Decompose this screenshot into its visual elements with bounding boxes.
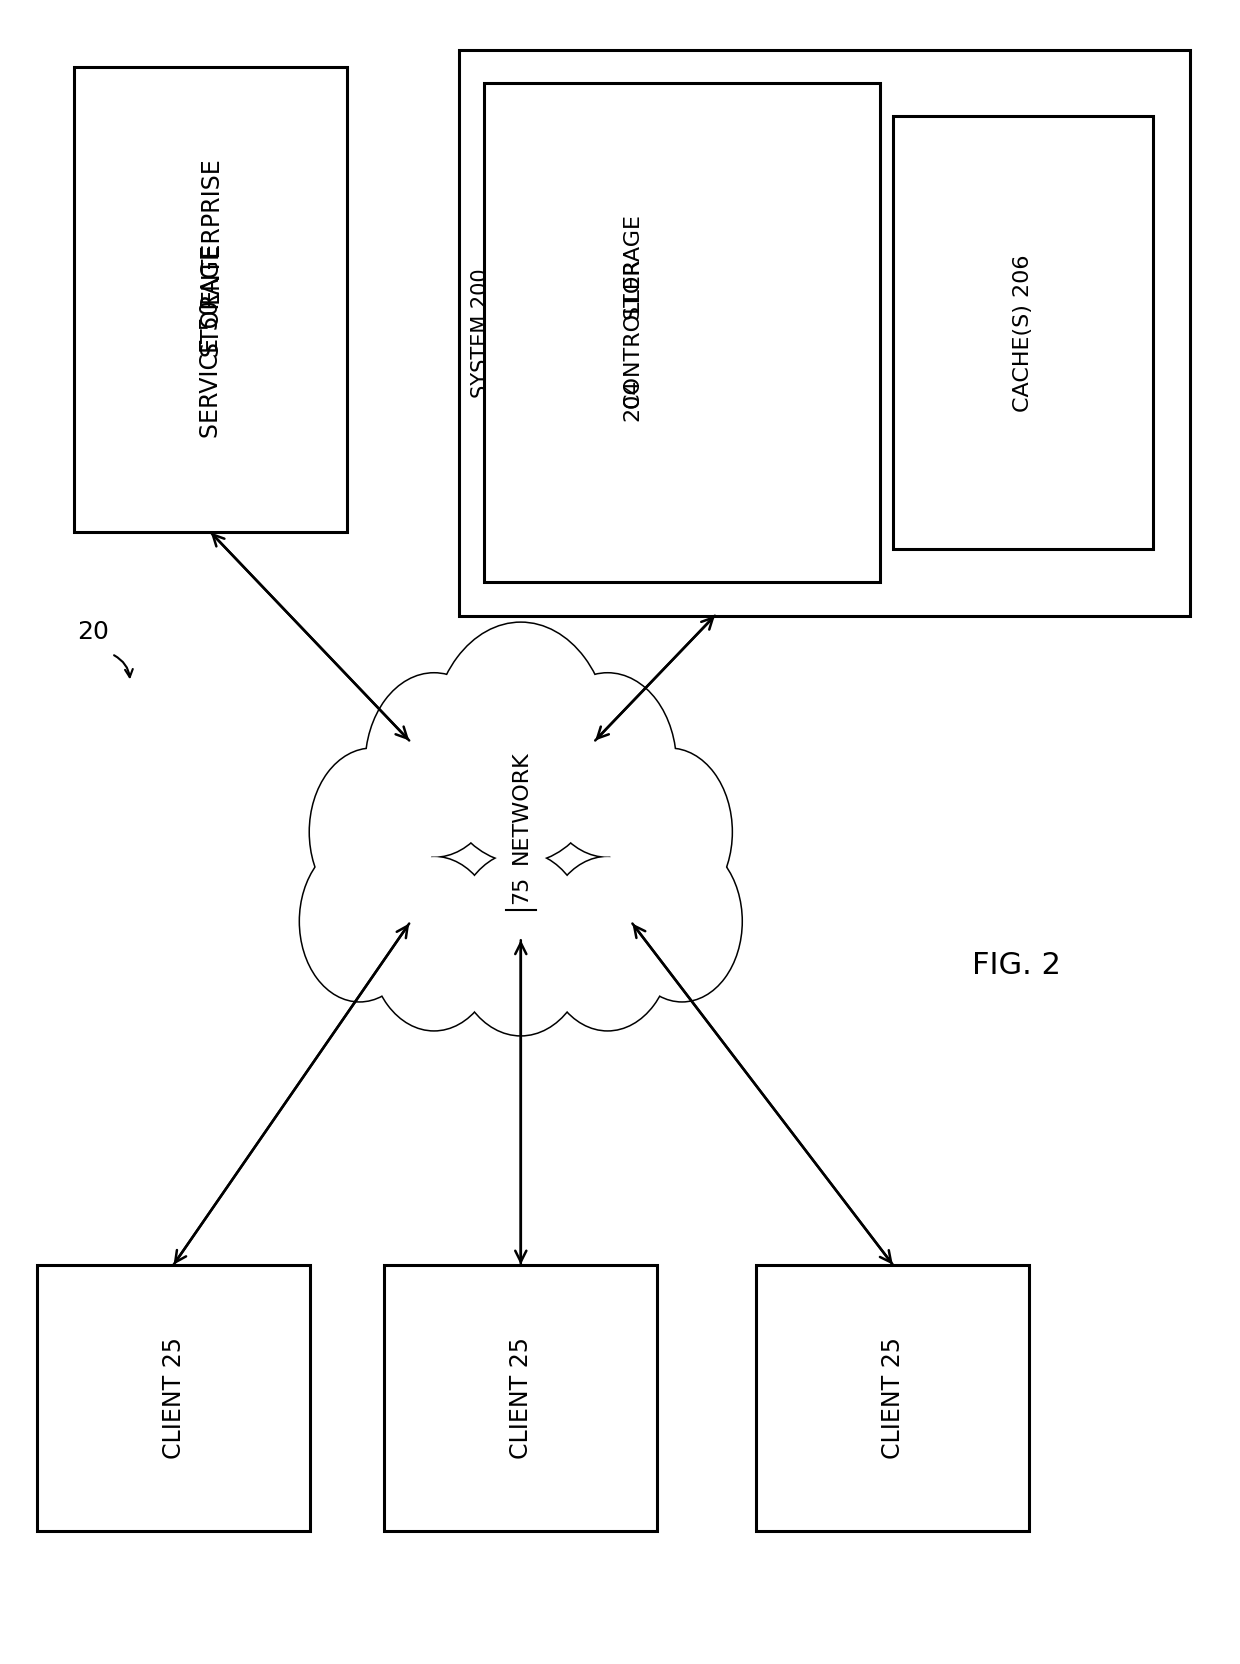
Text: CACHE(S) 206: CACHE(S) 206 bbox=[1013, 255, 1033, 411]
Circle shape bbox=[436, 631, 605, 855]
FancyArrowPatch shape bbox=[114, 656, 133, 677]
Bar bbox=[459, 50, 1190, 616]
Bar bbox=[37, 1265, 310, 1531]
Text: 75: 75 bbox=[511, 875, 531, 905]
Text: 204: 204 bbox=[622, 378, 642, 421]
Circle shape bbox=[543, 857, 672, 1030]
Circle shape bbox=[373, 862, 495, 1025]
Circle shape bbox=[300, 842, 419, 1002]
Bar bbox=[384, 1265, 657, 1531]
Circle shape bbox=[370, 679, 498, 850]
Text: CLIENT 25: CLIENT 25 bbox=[508, 1336, 533, 1459]
Circle shape bbox=[547, 862, 668, 1025]
Text: CLIENT 25: CLIENT 25 bbox=[161, 1336, 186, 1459]
Circle shape bbox=[310, 749, 434, 915]
Circle shape bbox=[543, 679, 672, 850]
Circle shape bbox=[539, 674, 676, 857]
Text: CONTROLLER: CONTROLLER bbox=[622, 258, 642, 408]
Text: FIG. 2: FIG. 2 bbox=[972, 950, 1061, 980]
Text: SERVICE 50: SERVICE 50 bbox=[198, 301, 223, 438]
Text: STORAGE: STORAGE bbox=[622, 213, 642, 319]
Text: SYSTEM 200: SYSTEM 200 bbox=[471, 268, 491, 398]
Text: CLIENT 25: CLIENT 25 bbox=[880, 1336, 905, 1459]
Circle shape bbox=[432, 622, 610, 862]
Circle shape bbox=[453, 852, 589, 1035]
Circle shape bbox=[622, 842, 742, 1002]
Bar bbox=[484, 83, 880, 582]
Text: 20: 20 bbox=[77, 621, 109, 644]
Circle shape bbox=[456, 857, 585, 1030]
Circle shape bbox=[611, 754, 728, 910]
Bar bbox=[756, 1265, 1029, 1531]
Bar bbox=[893, 116, 1153, 549]
Text: STORAGE: STORAGE bbox=[198, 243, 223, 356]
Circle shape bbox=[626, 847, 738, 997]
Circle shape bbox=[304, 847, 415, 997]
Circle shape bbox=[608, 749, 732, 915]
Circle shape bbox=[366, 674, 502, 857]
Circle shape bbox=[370, 857, 498, 1030]
Text: ENTERPRISE: ENTERPRISE bbox=[198, 156, 223, 303]
Circle shape bbox=[314, 754, 430, 910]
Text: NETWORK: NETWORK bbox=[511, 750, 531, 864]
Bar bbox=[74, 67, 347, 532]
